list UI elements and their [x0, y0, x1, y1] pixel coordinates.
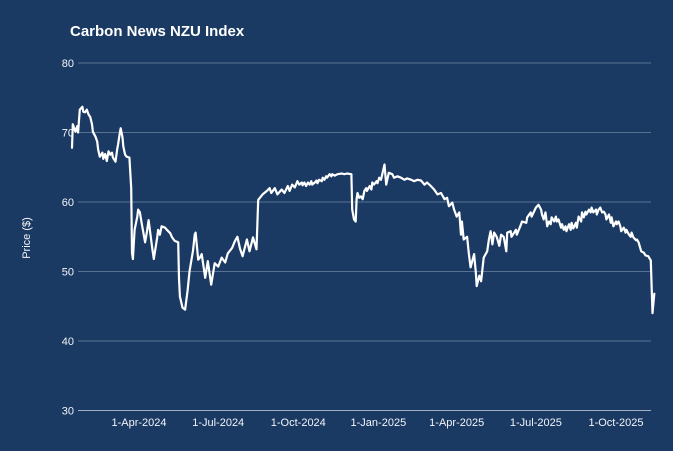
- x-tick-1-Apr-2024: 1-Apr-2024: [111, 417, 166, 429]
- y-tick-60: 60: [62, 197, 74, 209]
- x-tick-1-Oct-2025: 1-Oct-2025: [588, 417, 643, 429]
- x-tick-1-Jan-2025: 1-Jan-2025: [351, 417, 407, 429]
- y-axis-tick-labels: 30 40 50 60 70 80: [62, 58, 74, 418]
- y-tick-40: 40: [62, 336, 74, 348]
- chart-title: Carbon News NZU Index: [70, 23, 245, 40]
- y-axis-title: Price ($): [21, 217, 33, 259]
- x-tick-1-Apr-2025: 1-Apr-2025: [429, 417, 484, 429]
- price-line-series: [70, 105, 656, 315]
- x-axis-tick-labels: 1-Apr-2024 1-Jul-2024 1-Oct-2024 1-Jan-2025…: [111, 417, 643, 429]
- y-tick-30: 30: [62, 406, 74, 418]
- y-gridlines: [78, 62, 651, 411]
- y-tick-80: 80: [62, 58, 74, 70]
- x-tick-1-Jul-2024: 1-Jul-2024: [192, 417, 244, 429]
- y-tick-70: 70: [62, 128, 74, 140]
- y-tick-50: 50: [62, 267, 74, 279]
- x-tick-1-Oct-2024: 1-Oct-2024: [271, 417, 326, 429]
- x-tick-1-Jul-2025: 1-Jul-2025: [510, 417, 562, 429]
